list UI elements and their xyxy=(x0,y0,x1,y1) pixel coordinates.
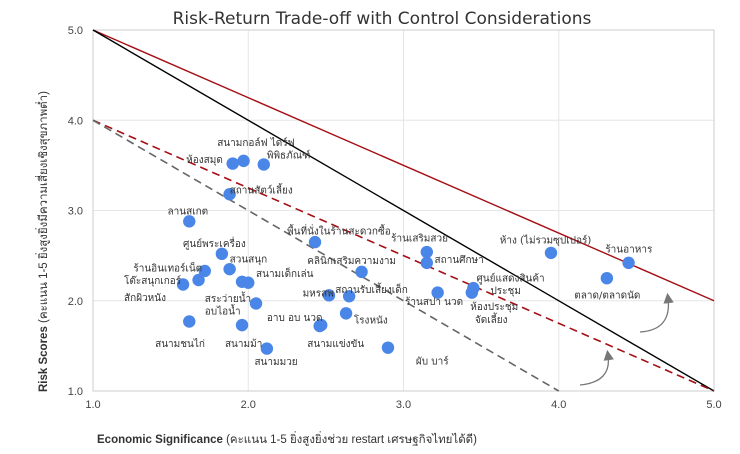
point-label: สถานสัตว์เลี้ยง xyxy=(230,183,293,197)
point-label: พื้นที่นั่งในร้านสะดวกซื้อ xyxy=(287,223,391,237)
point-label: จัดเลี้ยง xyxy=(475,312,508,326)
point-label: ศูนย์แสดงสินค้า xyxy=(476,272,544,284)
x-axis-label-bold: Economic Significance xyxy=(97,434,223,446)
point-label: สวนสนุก xyxy=(230,254,268,265)
point-label: สระว่ายน้ำ xyxy=(205,291,251,305)
data-point xyxy=(215,247,229,261)
data-point xyxy=(342,290,356,303)
data-point xyxy=(622,256,635,270)
point-label: ตลาด/ตลาดนัด xyxy=(574,290,640,301)
data-point xyxy=(176,278,190,291)
chart-title: Risk-Return Trade-off with Control Consi… xyxy=(173,9,592,29)
plot-frame xyxy=(92,29,715,392)
point-label: อาบ อบ นวด xyxy=(267,313,323,324)
reference-line-1 xyxy=(92,29,715,302)
x-ticks: 1.0 2.0 3.0 4.0 5.0 xyxy=(85,399,721,411)
curved-arrow-right xyxy=(639,292,674,333)
data-point xyxy=(183,215,196,228)
data-point xyxy=(223,262,236,276)
x-tick-label: 3.0 xyxy=(396,399,411,411)
data-point xyxy=(183,315,196,328)
point-label: โรงหนัง xyxy=(354,314,388,327)
data-point xyxy=(237,154,250,168)
x-tick-label: 1.0 xyxy=(85,399,100,411)
y-tick-label: 2.0 xyxy=(68,296,83,308)
point-label: สนามแข่งขัน xyxy=(307,339,364,350)
y-axis-label: Risk Scores (คะแนน 1-5 ยิ่งสูงยิ่งมีความ… xyxy=(35,91,50,392)
data-point xyxy=(355,265,368,279)
data-point xyxy=(381,341,395,354)
point-label: ร้านอาหาร xyxy=(605,243,653,255)
reference-line-2 xyxy=(92,29,715,392)
data-points xyxy=(176,154,635,355)
y-axis-label-rest: (คะแนน 1-5 ยิ่งสูงยิ่งมีความเสี่ยงเชิงสุ… xyxy=(35,91,50,326)
point-label: สนามเด็กเล่น xyxy=(256,266,314,280)
reference-line-4 xyxy=(92,119,560,392)
curved-arrow-left xyxy=(579,349,614,386)
point-label: สักผิวหนัง xyxy=(124,293,166,304)
data-point xyxy=(192,273,205,287)
y-ticks: 1.0 2.0 3.0 4.0 5.0 xyxy=(68,25,83,398)
point-label: สนามชนไก่ xyxy=(155,338,205,350)
point-label: ลานสเกต xyxy=(168,207,209,218)
point-label: อบไอน้ำ xyxy=(205,304,241,318)
point-label: คลินิกเสริมความงาม xyxy=(307,256,396,267)
data-point xyxy=(249,297,263,310)
x-tick-label: 5.0 xyxy=(706,399,721,411)
x-tick-label: 2.0 xyxy=(241,399,256,411)
point-label: สถานศึกษา xyxy=(435,254,484,266)
data-point xyxy=(313,319,326,333)
data-point xyxy=(198,264,211,278)
point-label: ร้านอินเทอร์เน็ต xyxy=(133,260,202,274)
data-point xyxy=(242,276,255,289)
data-point xyxy=(257,158,270,171)
data-point xyxy=(420,256,433,270)
reference-line-3 xyxy=(92,119,715,392)
data-point xyxy=(235,318,249,332)
data-point xyxy=(544,246,558,260)
point-label: สนามมวย xyxy=(254,357,297,368)
point-label: สถานรับเลี้ยงเด็ก xyxy=(335,282,408,296)
reference-lines xyxy=(92,29,715,392)
point-label: มหรสพ xyxy=(303,289,334,300)
y-axis-label-bold: Risk Scores xyxy=(38,326,50,392)
x-axis-label: Economic Significance (คะแนน 1-5 ยิ่งสูง… xyxy=(97,431,477,446)
point-label: สนามกอล์ฟ ไดร์ฟ xyxy=(217,137,295,149)
point-labels: สนามกอล์ฟ ไดร์ฟห้องสมุด พิพิธภัณฑ์สถานสัต… xyxy=(124,137,653,368)
point-label: ประชุม xyxy=(490,286,520,297)
data-point xyxy=(226,157,239,170)
data-point xyxy=(465,286,479,299)
shift-arrows xyxy=(579,292,674,386)
x-tick-label: 4.0 xyxy=(551,399,566,411)
data-point xyxy=(260,342,274,355)
point-label: ศูนย์พระเครื่อง xyxy=(183,236,246,250)
point-label: สนามม้า xyxy=(225,338,262,350)
point-label: ห้าง (ไม่รวมซุปเปอร์) xyxy=(500,234,592,246)
x-axis-label-rest: (คะแนน 1-5 ยิ่งสูงยิ่งช่วย restart เศรษฐ… xyxy=(223,431,477,446)
data-point xyxy=(420,245,433,259)
point-label: ร้านสปา นวด xyxy=(405,296,463,308)
data-point xyxy=(308,235,322,249)
point-label: ผับ บาร์ xyxy=(416,355,449,367)
y-tick-label: 4.0 xyxy=(68,115,83,127)
y-tick-label: 5.0 xyxy=(68,25,83,37)
point-label: ห้องประชุม xyxy=(470,301,518,313)
y-tick-label: 3.0 xyxy=(68,206,83,218)
data-point xyxy=(600,271,614,285)
point-label: พิพิธภัณฑ์ xyxy=(267,150,310,162)
point-label: ห้องสมุด xyxy=(186,154,223,166)
data-point xyxy=(339,307,353,320)
data-point xyxy=(322,289,336,302)
data-point xyxy=(431,286,444,299)
data-point xyxy=(223,188,236,201)
y-tick-label: 1.0 xyxy=(68,386,83,398)
point-label: ร้านเสริมสวย xyxy=(391,233,448,245)
point-label: โต๊ะสนุกเกอร์ xyxy=(124,274,182,287)
